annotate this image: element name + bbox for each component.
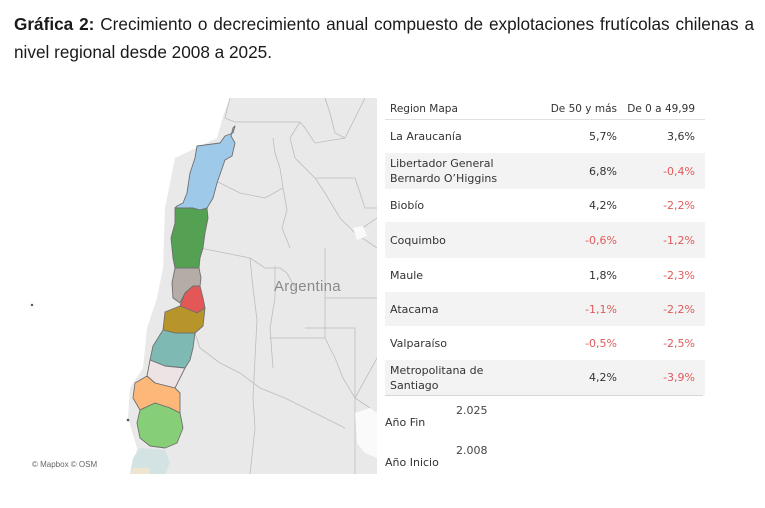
value-de-50-y-mas: 4,2% [589,199,617,212]
map-attribution[interactable]: © Mapbox © OSM [30,460,100,469]
table-row[interactable]: Atacama -1,1% -2,2% [385,292,705,326]
table-row[interactable]: Metropolitana de Santiago 4,2% -3,9% [385,360,705,395]
table-header: Region Mapa De 50 y más De 0 a 49,99 [385,98,705,120]
region-name: La Araucanía [390,130,462,143]
value-de-50-y-mas: -0,5% [585,336,617,350]
value-de-0-a-49: -0,4% [663,164,695,178]
param-anio-inicio-label: Año Inicio [385,456,439,469]
figure-caption: Gráfica 2: Crecimiento o decrecimiento a… [14,10,754,66]
argentina-label: Argentina [274,278,341,295]
table-bottom-border [385,395,703,396]
value-de-50-y-mas: 4,2% [589,371,617,384]
value-de-0-a-49: -2,3% [663,268,695,282]
map-canvas [25,98,377,474]
region-name: Valparaíso [390,336,447,350]
value-de-0-a-49: -2,2% [663,302,695,316]
table-row[interactable]: Libertador General Bernardo O’Higgins 6,… [385,153,705,189]
header-de-50-y-mas[interactable]: De 50 y más [550,102,617,115]
header-region[interactable]: Region Mapa [390,102,458,115]
caption-text: Crecimiento o decrecimiento anual compue… [14,14,755,62]
value-de-50-y-mas: -1,1% [585,302,617,316]
value-de-0-a-49: -3,9% [663,371,695,384]
region-name: Coquimbo [390,233,446,247]
caption-lead: Gráfica 2: [14,14,95,34]
region-map[interactable]: Argentina © Mapbox © OSM [25,98,377,474]
param-anio-inicio-value[interactable]: 2.008 [456,444,488,457]
value-de-0-a-49: -1,2% [663,233,695,247]
table-row[interactable]: Valparaíso -0,5% -2,5% [385,326,705,360]
region-name: Metropolitana de Santiago [390,363,484,392]
region-name: Libertador General Bernardo O’Higgins [390,157,498,185]
table-row[interactable]: Coquimbo -0,6% -1,2% [385,222,705,258]
value-de-0-a-49: 3,6% [667,130,695,143]
value-de-50-y-mas: 5,7% [589,130,617,143]
header-de-0-a-49[interactable]: De 0 a 49,99 [627,102,695,115]
param-anio-fin-value[interactable]: 2.025 [456,404,488,417]
value-de-0-a-49: -2,2% [663,199,695,212]
value-de-50-y-mas: 1,8% [589,268,617,282]
table-row[interactable]: Maule 1,8% -2,3% [385,258,705,292]
region-name: Biobío [390,199,425,212]
region-name: Atacama [390,302,439,316]
param-anio-fin-label: Año Fin [385,416,426,429]
value-de-50-y-mas: 6,8% [589,164,617,178]
table-row[interactable]: La Araucanía 5,7% 3,6% [385,120,705,153]
region-table: Region Mapa De 50 y más De 0 a 49,99 La … [385,98,705,396]
table-row[interactable]: Biobío 4,2% -2,2% [385,189,705,222]
value-de-50-y-mas: -0,6% [585,233,617,247]
value-de-0-a-49: -2,5% [663,336,695,350]
region-name: Maule [390,268,424,282]
